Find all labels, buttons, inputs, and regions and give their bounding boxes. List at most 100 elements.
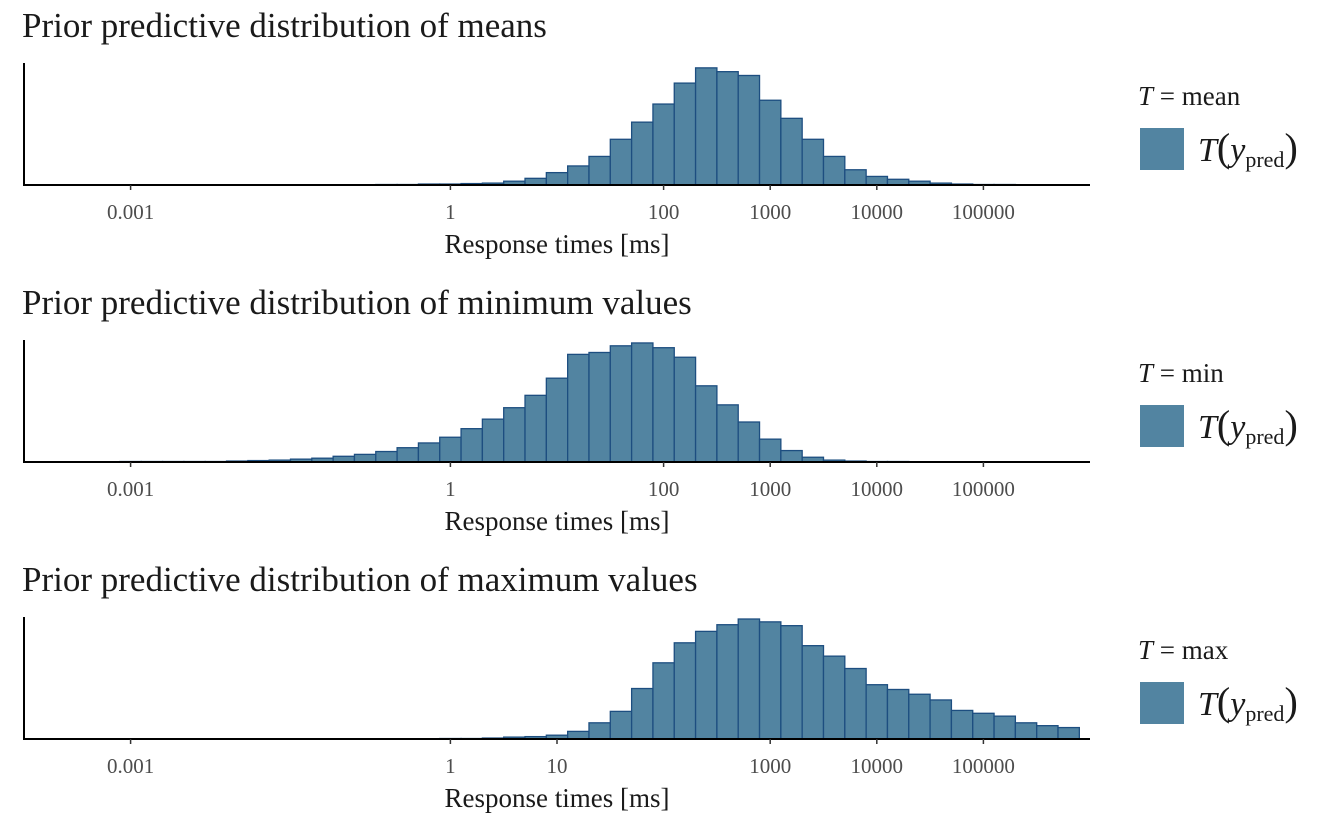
histogram-bar — [866, 685, 887, 739]
histogram-bar — [802, 139, 823, 185]
histogram-bar — [824, 156, 845, 185]
histogram-bar — [696, 68, 717, 185]
legend: T = min T(ypred) — [1138, 357, 1338, 449]
x-tick-label: 100000 — [952, 477, 1015, 501]
x-tick-label: 0.001 — [107, 754, 154, 778]
histogram-bar — [1058, 728, 1079, 739]
x-tick-label: 100 — [648, 200, 680, 224]
legend-swatch — [1140, 405, 1184, 447]
x-tick-label: 10000 — [851, 754, 904, 778]
x-axis-title: Response times [ms] — [445, 783, 670, 813]
histogram-bar — [951, 710, 972, 739]
histogram-bar — [376, 452, 397, 462]
x-tick-label: 10 — [547, 754, 568, 778]
histogram-bar — [610, 139, 631, 185]
histogram-bar — [781, 118, 802, 185]
histogram-bar — [610, 711, 631, 739]
histogram-bar — [887, 689, 908, 739]
legend-swatch — [1140, 682, 1184, 724]
histogram-bar — [568, 731, 589, 739]
histogram-bar — [1037, 726, 1058, 739]
histogram-bar — [994, 716, 1015, 739]
histogram-bar — [418, 443, 439, 462]
histogram-bar — [653, 348, 674, 462]
x-tick-label: 1 — [445, 200, 456, 224]
histogram-bar — [1015, 723, 1036, 739]
x-tick-label: 1000 — [749, 754, 791, 778]
chart-panel-minimum: Prior predictive distribution of minimum… — [0, 277, 1344, 554]
histogram-bar — [717, 625, 738, 739]
histogram-bar — [546, 378, 567, 462]
x-tick-label: 10000 — [851, 200, 904, 224]
histogram-maximum: 0.001 1 10 1000 10000 100000 Response times [m… — [0, 554, 1100, 831]
x-tick-label: 1 — [445, 754, 456, 778]
legend-swatch — [1140, 128, 1184, 170]
legend-label: T(ypred) — [1198, 126, 1298, 182]
legend-title: T = min — [1138, 357, 1338, 389]
histogram-bar — [738, 619, 759, 739]
histogram-bar — [696, 631, 717, 739]
histogram-bar — [568, 166, 589, 185]
histogram-bar — [504, 408, 525, 462]
histogram-bar — [568, 354, 589, 462]
histogram-bar — [440, 437, 461, 462]
x-axis-title: Response times [ms] — [445, 229, 670, 259]
histogram-bar — [909, 694, 930, 739]
histogram-bar — [589, 723, 610, 739]
histogram-bar — [461, 429, 482, 462]
histogram-bar — [674, 643, 695, 739]
histogram-bar — [845, 669, 866, 739]
legend-item: T(ypred) — [1138, 403, 1338, 449]
histogram-bar — [354, 454, 375, 462]
histogram-bar — [674, 83, 695, 185]
legend-label: T(ypred) — [1198, 403, 1298, 459]
legend-item: T(ypred) — [1138, 126, 1338, 172]
histogram-bar — [738, 422, 759, 462]
histogram-bar — [824, 656, 845, 739]
legend-title: T = max — [1138, 634, 1338, 666]
histogram-bar — [781, 451, 802, 462]
histogram-bar — [674, 357, 695, 462]
histogram-bar — [632, 122, 653, 185]
histogram-bar — [760, 622, 781, 739]
x-tick-label: 1 — [445, 477, 456, 501]
histogram-bar — [525, 395, 546, 462]
x-tick-label: 1000 — [749, 477, 791, 501]
histogram-bar — [482, 419, 503, 462]
histogram-bar — [632, 343, 653, 462]
x-axis-title: Response times [ms] — [445, 506, 670, 536]
x-tick-label: 0.001 — [107, 477, 154, 501]
histogram-bar — [397, 448, 418, 462]
histogram-bar — [610, 346, 631, 462]
histogram-bar — [866, 176, 887, 185]
legend-item: T(ypred) — [1138, 680, 1338, 726]
histogram-bar — [653, 663, 674, 739]
histogram-bar — [525, 178, 546, 185]
x-tick-label: 10000 — [851, 477, 904, 501]
x-tick-label: 0.001 — [107, 200, 154, 224]
histogram-bar — [760, 100, 781, 185]
legend: T = max T(ypred) — [1138, 634, 1338, 726]
histogram-bar — [845, 170, 866, 185]
x-tick-label: 1000 — [749, 200, 791, 224]
histogram-bar — [717, 405, 738, 462]
histogram-bar — [717, 72, 738, 185]
histogram-minimum: 0.001 1 100 1000 10000 100000 Response times [… — [0, 277, 1100, 554]
histogram-bar — [589, 156, 610, 185]
legend-title: T = mean — [1138, 80, 1338, 112]
x-tick-label: 100 — [648, 477, 680, 501]
histogram-bar — [760, 439, 781, 462]
x-tick-label: 100000 — [952, 754, 1015, 778]
histogram-bar — [738, 75, 759, 185]
chart-panel-maximum: Prior predictive distribution of maximum… — [0, 554, 1344, 831]
histogram-bar — [696, 386, 717, 462]
histogram-bar — [802, 646, 823, 739]
histogram-bar — [589, 352, 610, 462]
histogram-bar — [973, 713, 994, 739]
histogram-bar — [653, 104, 674, 185]
histogram-bar — [546, 173, 567, 185]
chart-panel-means: Prior predictive distribution of means 0… — [0, 0, 1344, 277]
legend-label: T(ypred) — [1198, 680, 1298, 736]
histogram-bar — [632, 689, 653, 739]
